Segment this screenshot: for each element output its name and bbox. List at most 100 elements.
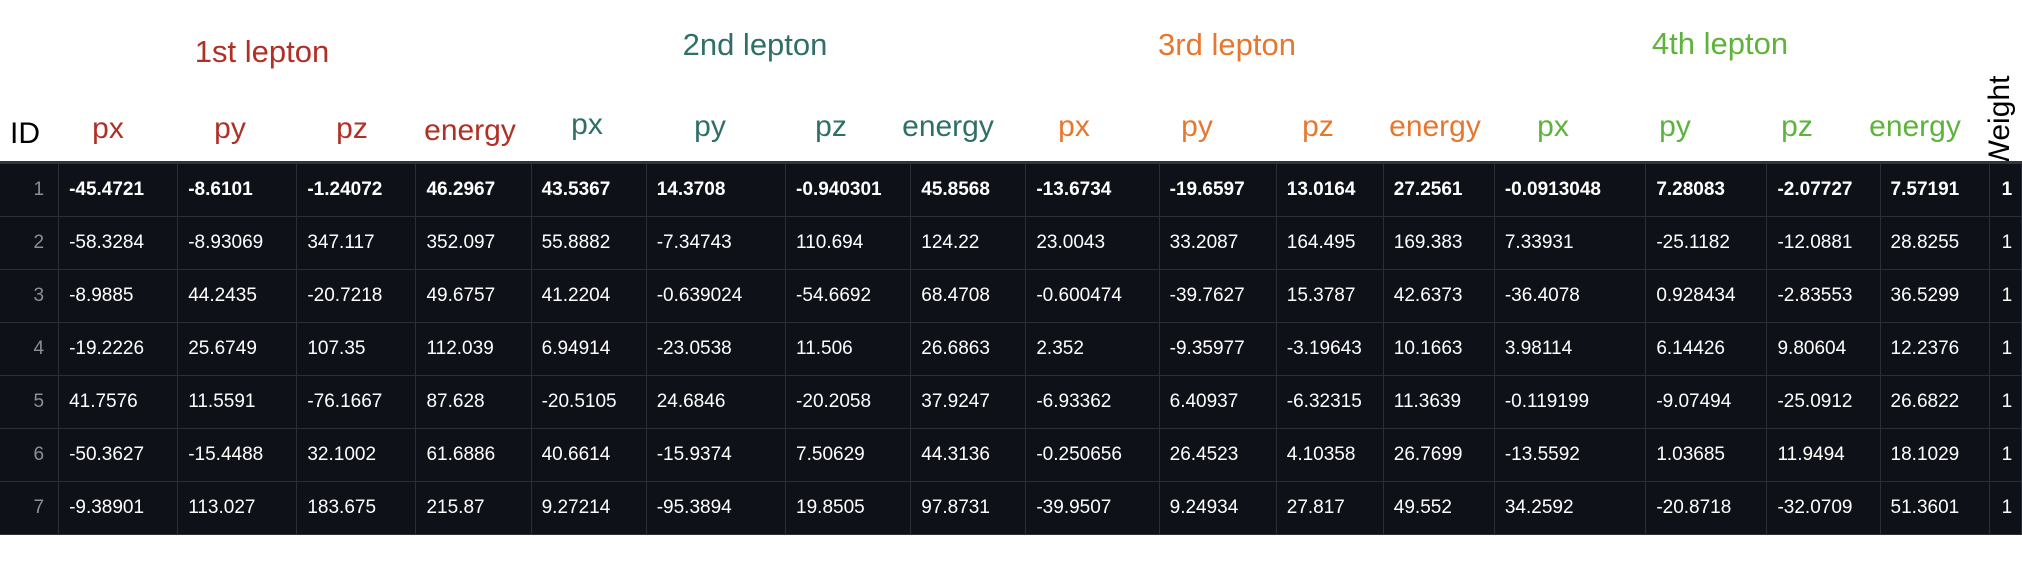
table-cell[interactable]: 44.3136: [910, 428, 1027, 482]
table-cell[interactable]: 33.2087: [1159, 216, 1277, 270]
table-cell[interactable]: -0.639024: [646, 269, 787, 323]
table-cell[interactable]: -20.8718: [1645, 481, 1768, 535]
table-cell[interactable]: 215.87: [415, 481, 532, 535]
table-cell[interactable]: -39.9507: [1025, 481, 1160, 535]
table-cell[interactable]: 112.039: [415, 322, 532, 376]
table-cell[interactable]: -13.6734: [1025, 164, 1160, 217]
table-cell[interactable]: -58.3284: [58, 216, 179, 270]
table-cell[interactable]: -20.7218: [296, 269, 417, 323]
table-cell[interactable]: 32.1002: [296, 428, 417, 482]
table-cell[interactable]: 9.24934: [1159, 481, 1277, 535]
table-cell[interactable]: 11.9494: [1766, 428, 1881, 482]
table-cell[interactable]: -13.5592: [1494, 428, 1647, 482]
table-cell[interactable]: 124.22: [910, 216, 1027, 270]
table-cell[interactable]: 46.2967: [415, 164, 532, 217]
table-cell[interactable]: -7.34743: [646, 216, 787, 270]
table-cell[interactable]: 61.6886: [415, 428, 532, 482]
table-cell[interactable]: -8.93069: [177, 216, 298, 270]
weight-cell[interactable]: 1: [1989, 164, 2022, 217]
table-cell[interactable]: 15.3787: [1276, 269, 1384, 323]
table-cell[interactable]: 12.2376: [1880, 322, 1990, 376]
table-cell[interactable]: -76.1667: [296, 375, 417, 429]
table-cell[interactable]: 13.0164: [1276, 164, 1384, 217]
table-cell[interactable]: -0.250656: [1025, 428, 1160, 482]
table-cell[interactable]: 1.03685: [1645, 428, 1768, 482]
table-cell[interactable]: 183.675: [296, 481, 417, 535]
table-cell[interactable]: 6.14426: [1645, 322, 1768, 376]
table-cell[interactable]: -8.9885: [58, 269, 179, 323]
table-cell[interactable]: 11.3639: [1383, 375, 1495, 429]
table-cell[interactable]: 9.27214: [531, 481, 647, 535]
table-cell[interactable]: -39.7627: [1159, 269, 1277, 323]
table-cell[interactable]: 41.7576: [58, 375, 179, 429]
table-cell[interactable]: -9.35977: [1159, 322, 1277, 376]
table-cell[interactable]: 6.94914: [531, 322, 647, 376]
table-cell[interactable]: -12.0881: [1766, 216, 1881, 270]
column-header-px-2[interactable]: px: [571, 108, 603, 141]
table-cell[interactable]: 11.5591: [177, 375, 298, 429]
table-cell[interactable]: -25.0912: [1766, 375, 1881, 429]
table-cell[interactable]: 3.98114: [1494, 322, 1647, 376]
table-cell[interactable]: 97.8731: [910, 481, 1027, 535]
weight-cell[interactable]: 1: [1989, 375, 2022, 429]
column-header-px-1[interactable]: px: [92, 112, 124, 145]
table-cell[interactable]: -1.24072: [296, 164, 417, 217]
table-cell[interactable]: 44.2435: [177, 269, 298, 323]
table-cell[interactable]: 55.8882: [531, 216, 647, 270]
table-cell[interactable]: -20.2058: [785, 375, 912, 429]
column-header-px-4[interactable]: px: [1537, 110, 1569, 143]
table-cell[interactable]: 4.10358: [1276, 428, 1384, 482]
table-cell[interactable]: 169.383: [1383, 216, 1495, 270]
table-cell[interactable]: 45.8568: [910, 164, 1027, 217]
table-cell[interactable]: 87.628: [415, 375, 532, 429]
table-cell[interactable]: 9.80604: [1766, 322, 1881, 376]
column-header-energy-2[interactable]: energy: [902, 110, 994, 143]
table-cell[interactable]: 24.6846: [646, 375, 787, 429]
table-cell[interactable]: -9.07494: [1645, 375, 1768, 429]
column-header-py-4[interactable]: py: [1659, 110, 1691, 143]
table-cell[interactable]: 10.1663: [1383, 322, 1495, 376]
column-header-energy-3[interactable]: energy: [1389, 110, 1481, 143]
table-cell[interactable]: 25.6749: [177, 322, 298, 376]
table-cell[interactable]: 164.495: [1276, 216, 1384, 270]
table-cell[interactable]: -8.6101: [177, 164, 298, 217]
table-cell[interactable]: -0.940301: [785, 164, 912, 217]
column-header-px-3[interactable]: px: [1058, 110, 1090, 143]
table-cell[interactable]: -45.4721: [58, 164, 179, 217]
table-cell[interactable]: 68.4708: [910, 269, 1027, 323]
table-cell[interactable]: 18.1029: [1880, 428, 1990, 482]
table-cell[interactable]: 37.9247: [910, 375, 1027, 429]
table-cell[interactable]: 41.2204: [531, 269, 647, 323]
table-cell[interactable]: -19.2226: [58, 322, 179, 376]
table-cell[interactable]: 7.57191: [1880, 164, 1990, 217]
table-cell[interactable]: -0.119199: [1494, 375, 1647, 429]
table-cell[interactable]: 7.33931: [1494, 216, 1647, 270]
column-header-pz-4[interactable]: pz: [1781, 110, 1813, 143]
table-cell[interactable]: 26.4523: [1159, 428, 1277, 482]
column-header-energy-1[interactable]: energy: [424, 114, 516, 147]
table-cell[interactable]: -15.4488: [177, 428, 298, 482]
table-cell[interactable]: -0.600474: [1025, 269, 1160, 323]
table-cell[interactable]: -3.19643: [1276, 322, 1384, 376]
table-cell[interactable]: -36.4078: [1494, 269, 1647, 323]
weight-cell[interactable]: 1: [1989, 428, 2022, 482]
column-header-pz-2[interactable]: pz: [815, 110, 847, 143]
table-cell[interactable]: 6.40937: [1159, 375, 1277, 429]
table-cell[interactable]: 113.027: [177, 481, 298, 535]
table-cell[interactable]: -25.1182: [1645, 216, 1768, 270]
table-cell[interactable]: 26.7699: [1383, 428, 1495, 482]
table-cell[interactable]: 26.6863: [910, 322, 1027, 376]
weight-cell[interactable]: 1: [1989, 481, 2022, 535]
table-cell[interactable]: 352.097: [415, 216, 532, 270]
column-header-energy-4[interactable]: energy: [1869, 110, 1961, 143]
table-cell[interactable]: 42.6373: [1383, 269, 1495, 323]
column-header-pz-3[interactable]: pz: [1302, 110, 1334, 143]
table-cell[interactable]: 347.117: [296, 216, 417, 270]
weight-cell[interactable]: 1: [1989, 216, 2022, 270]
table-cell[interactable]: 11.506: [785, 322, 912, 376]
table-cell[interactable]: -32.0709: [1766, 481, 1881, 535]
table-cell[interactable]: 110.694: [785, 216, 912, 270]
column-header-py-1[interactable]: py: [214, 112, 246, 145]
weight-cell[interactable]: 1: [1989, 322, 2022, 376]
table-cell[interactable]: -20.5105: [531, 375, 647, 429]
